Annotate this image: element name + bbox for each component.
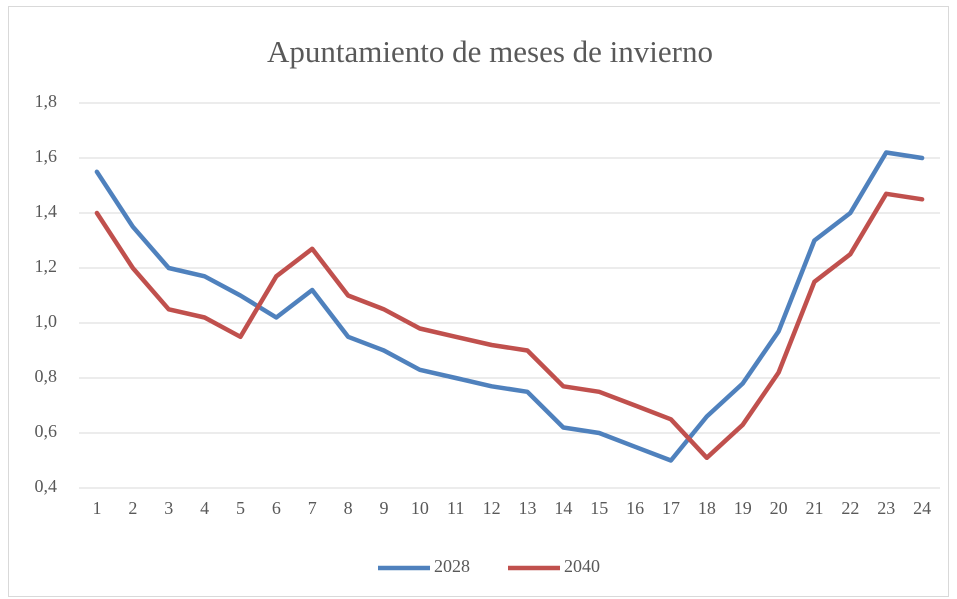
x-tick-label: 12 <box>483 498 501 518</box>
x-tick-label: 8 <box>344 498 353 518</box>
x-tick-label: 10 <box>411 498 429 518</box>
x-tick-label: 5 <box>236 498 245 518</box>
data-line <box>94 191 925 461</box>
x-tick-label: 16 <box>626 498 644 518</box>
x-tick-label: 20 <box>770 498 788 518</box>
x-tick-label: 22 <box>841 498 859 518</box>
y-tick-label: 1,0 <box>35 311 58 331</box>
x-tick-label: 17 <box>662 498 680 518</box>
x-tick-label: 11 <box>447 498 464 518</box>
x-tick-label: 23 <box>877 498 895 518</box>
data-line <box>94 150 925 463</box>
x-tick-label: 13 <box>518 498 536 518</box>
x-tick-label: 9 <box>379 498 388 518</box>
y-tick-label: 1,2 <box>35 256 58 276</box>
y-tick-label: 1,4 <box>35 201 58 221</box>
y-tick-label: 1,6 <box>35 146 58 166</box>
x-tick-label: 6 <box>272 498 281 518</box>
x-tick-label: 15 <box>590 498 608 518</box>
y-tick-label: 0,8 <box>35 366 58 386</box>
legend-label: 2028 <box>434 556 470 576</box>
x-tick-label: 1 <box>92 498 101 518</box>
chart-title: Apuntamiento de meses de invierno <box>267 34 713 69</box>
x-tick-label: 3 <box>164 498 173 518</box>
x-tick-label: 19 <box>734 498 752 518</box>
x-tick-label: 18 <box>698 498 716 518</box>
y-tick-label: 1,8 <box>35 91 58 111</box>
x-tick-label: 4 <box>200 498 209 518</box>
x-tick-label: 24 <box>913 498 931 518</box>
y-tick-label: 0,4 <box>35 476 58 496</box>
x-tick-label: 14 <box>554 498 572 518</box>
legend-label: 2040 <box>564 556 600 576</box>
x-tick-label: 2 <box>128 498 137 518</box>
x-tick-label: 7 <box>308 498 317 518</box>
y-tick-label: 0,6 <box>35 421 58 441</box>
x-tick-label: 21 <box>805 498 823 518</box>
